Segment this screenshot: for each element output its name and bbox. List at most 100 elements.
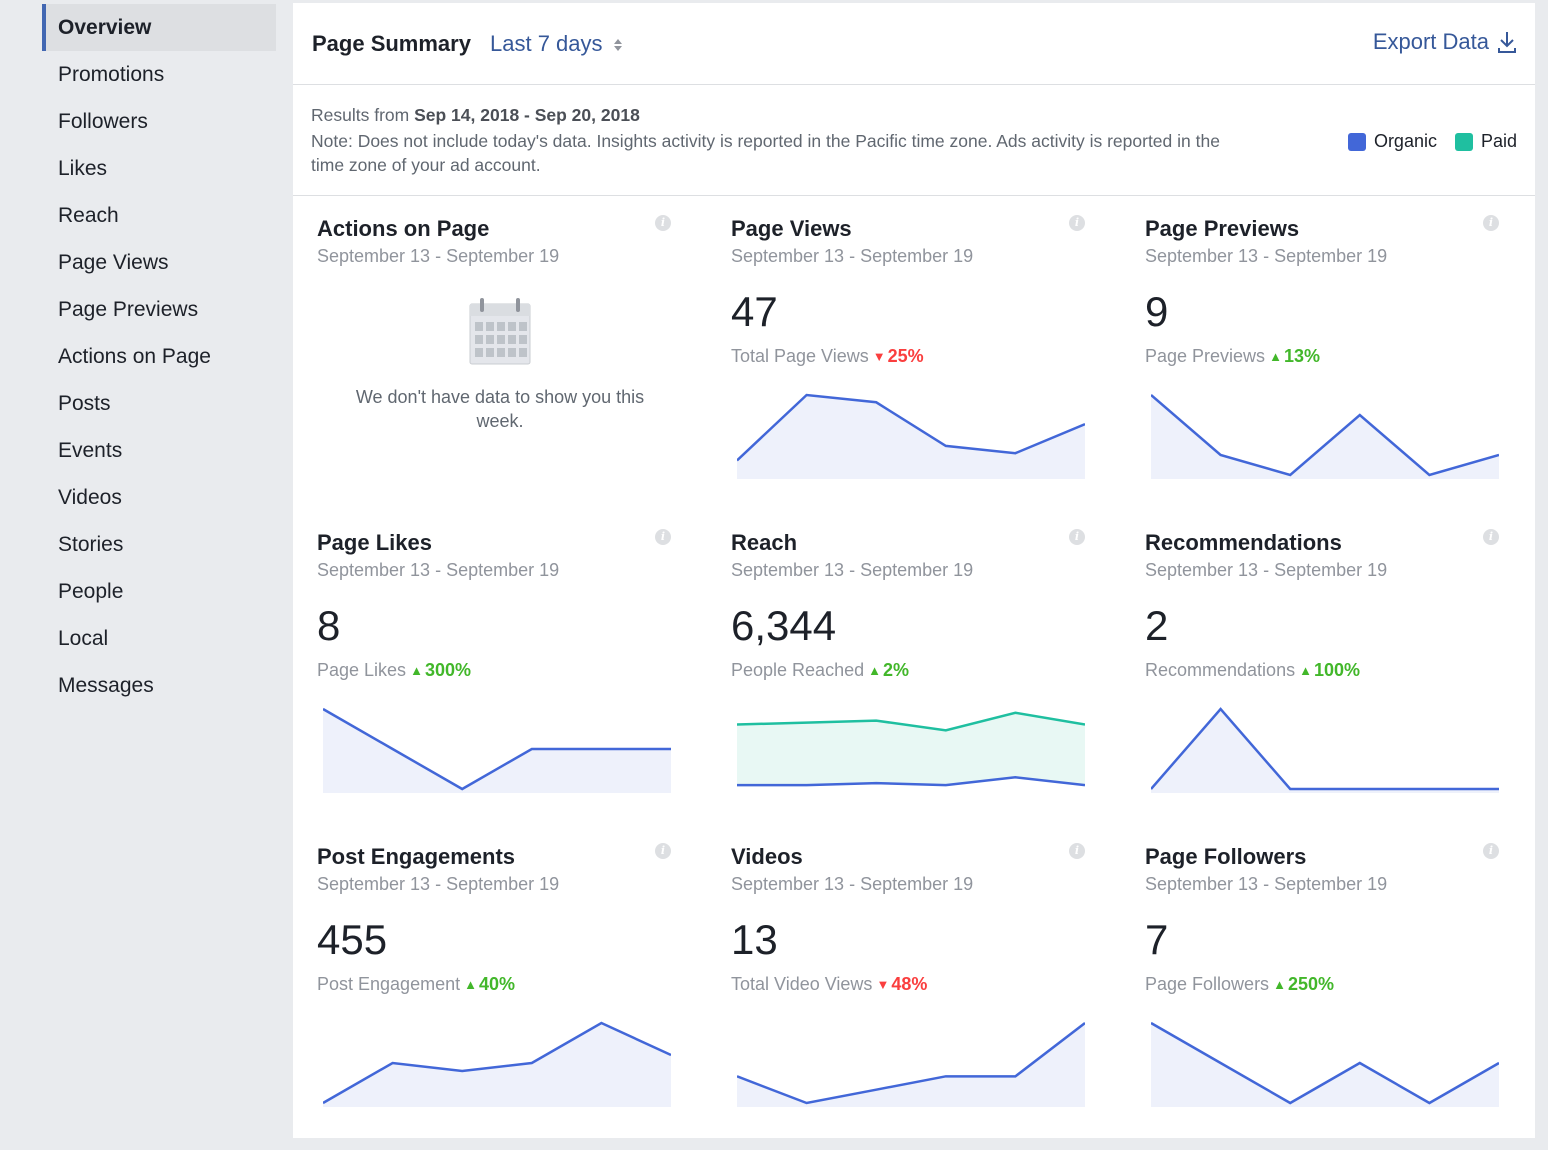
organic-area	[323, 1023, 671, 1107]
results-prefix: Results from	[311, 105, 410, 125]
metric-change: 250%	[1287, 974, 1334, 994]
sparkline-chart	[323, 707, 671, 793]
sidebar-item-posts[interactable]: Posts	[58, 392, 111, 415]
sparkline-chart	[1151, 1021, 1499, 1107]
organic-line	[737, 1022, 1085, 1105]
trend-up-icon: ▲	[1273, 977, 1286, 992]
trend-up-icon: ▲	[1299, 663, 1312, 678]
results-note-bar: Results from Sep 14, 2018 - Sep 20, 2018…	[293, 85, 1535, 196]
metric-card-page-likes: Page Likes September 13 - September 19 i 8 P…	[317, 510, 697, 810]
card-date-range: September 13 - September 19	[1145, 560, 1388, 580]
sidebar-item-promotions[interactable]: Promotions	[58, 63, 165, 86]
card-title[interactable]: Recommendations	[1145, 530, 1342, 555]
info-icon[interactable]: i	[655, 843, 671, 859]
empty-state: We don't have data to show you this week…	[317, 296, 683, 433]
metric-value: 13	[731, 916, 778, 963]
export-data-button[interactable]: Export Data	[1373, 29, 1517, 55]
info-icon[interactable]: i	[1069, 843, 1085, 859]
card-title[interactable]: Actions on Page	[317, 216, 490, 241]
organic-area	[323, 709, 671, 793]
card-date-range: September 13 - September 19	[731, 874, 974, 894]
info-icon[interactable]: i	[1483, 843, 1499, 859]
metric-label: Total Page Views	[731, 346, 869, 366]
card-title[interactable]: Reach	[731, 530, 798, 555]
results-range: Results from Sep 14, 2018 - Sep 20, 2018	[311, 105, 640, 126]
page-title: Page Summary	[312, 31, 471, 56]
legend-label: Organic	[1373, 131, 1437, 151]
trend-up-icon: ▲	[868, 663, 881, 678]
metric-label: Page Likes	[317, 660, 407, 680]
sidebar-item-likes[interactable]: Likes	[58, 157, 108, 180]
card-date-range: September 13 - September 19	[731, 560, 974, 580]
organic-line	[737, 393, 1085, 462]
organic-line	[323, 1021, 671, 1105]
metric-label: Page Previews	[1145, 346, 1266, 366]
metric-card-actions-on-page: Actions on Page September 13 - September …	[317, 196, 697, 496]
metric-change: 2%	[882, 660, 909, 680]
sparkline-chart	[1151, 707, 1499, 793]
date-range-select[interactable]: Last 7 days	[490, 31, 623, 57]
metric-label: People Reached	[731, 660, 865, 680]
metric-label: Page Followers	[1145, 974, 1270, 994]
metric-value: 8	[317, 602, 341, 649]
metric-change: 100%	[1313, 660, 1360, 680]
metric-sub: Page Likes ▲ 300%	[317, 660, 471, 681]
organic-line	[1151, 394, 1499, 477]
metric-sub: People Reached ▲ 2%	[731, 660, 909, 681]
sidebar-item-overview[interactable]: Overview	[42, 4, 276, 51]
metric-card-videos: Videos September 13 - September 19 i 13 Tota…	[731, 824, 1111, 1124]
legend-item-organic: Organic	[1347, 131, 1437, 152]
info-icon[interactable]: i	[1069, 529, 1085, 545]
metric-change: 48%	[891, 974, 928, 994]
paid-area	[737, 712, 1085, 786]
sidebar-item-reach[interactable]: Reach	[58, 204, 119, 227]
legend-label: Paid	[1480, 131, 1517, 151]
card-date-range: September 13 - September 19	[317, 874, 560, 894]
metric-sub: Page Previews ▲ 13%	[1145, 346, 1320, 367]
sidebar-item-stories[interactable]: Stories	[58, 533, 124, 556]
sidebar-item-followers[interactable]: Followers	[58, 110, 148, 133]
metric-card-page-previews: Page Previews September 13 - September 19…	[1145, 196, 1525, 496]
organic-line	[323, 707, 671, 791]
card-date-range: September 13 - September 19	[1145, 246, 1388, 266]
paid-line	[737, 711, 1085, 732]
card-title[interactable]: Page Views	[731, 216, 852, 241]
card-title[interactable]: Post Engagements	[317, 844, 516, 869]
sidebar: Overview Promotions Followers Likes Reach Pag…	[42, 4, 276, 709]
legend: Organic Paid	[1347, 131, 1517, 152]
metric-value: 455	[317, 916, 388, 963]
card-date-range: September 13 - September 19	[317, 560, 560, 580]
info-icon[interactable]: i	[1483, 215, 1499, 231]
metric-card-page-views: Page Views September 13 - September 19 i 47…	[731, 196, 1111, 496]
organic-area	[1151, 1023, 1499, 1107]
metric-card-post-engagements: Post Engagements September 13 - September…	[317, 824, 697, 1124]
organic-area	[737, 395, 1085, 479]
sidebar-item-videos[interactable]: Videos	[58, 486, 122, 509]
sidebar-item-people[interactable]: People	[58, 580, 124, 603]
info-icon[interactable]: i	[1483, 529, 1499, 545]
info-icon[interactable]: i	[655, 215, 671, 231]
metric-label: Post Engagement	[317, 974, 461, 994]
sparkline-chart	[1151, 394, 1499, 479]
info-icon[interactable]: i	[1069, 215, 1085, 231]
sidebar-item-actions-on-page[interactable]: Actions on Page	[58, 345, 211, 368]
metric-value: 47	[731, 288, 778, 335]
metric-value: 6,344	[731, 602, 837, 649]
calendar-icon	[469, 298, 531, 365]
trend-down-icon: ▼	[876, 977, 890, 992]
sidebar-item-messages[interactable]: Messages	[58, 674, 154, 697]
results-dates: Sep 14, 2018 - Sep 20, 2018	[414, 105, 640, 125]
sidebar-item-page-views[interactable]: Page Views	[58, 251, 169, 274]
metric-change: 25%	[887, 346, 924, 366]
sidebar-item-events[interactable]: Events	[58, 439, 123, 462]
card-title[interactable]: Videos	[731, 844, 803, 869]
metric-sub: Total Page Views ▼ 25%	[731, 346, 924, 367]
info-icon[interactable]: i	[655, 529, 671, 545]
sidebar-item-page-previews[interactable]: Page Previews	[58, 298, 199, 321]
trend-up-icon: ▲	[1269, 349, 1282, 364]
card-title[interactable]: Page Previews	[1145, 216, 1300, 241]
sidebar-item-local[interactable]: Local	[58, 627, 109, 650]
card-title[interactable]: Page Followers	[1145, 844, 1307, 869]
metric-value: 9	[1145, 288, 1169, 335]
card-title[interactable]: Page Likes	[317, 530, 432, 555]
